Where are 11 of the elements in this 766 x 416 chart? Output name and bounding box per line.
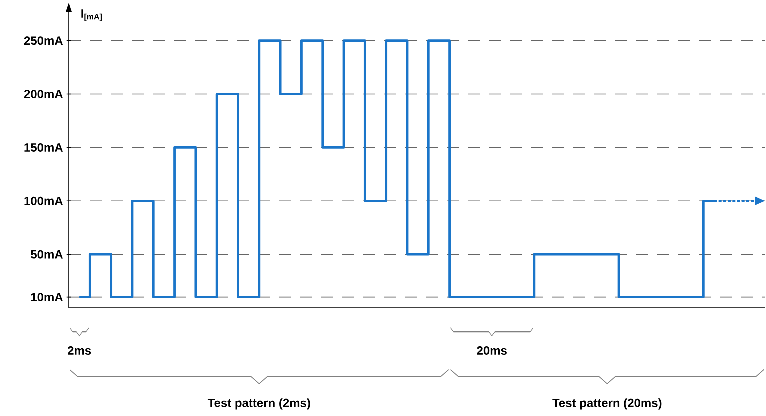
- y-tick-label: 150mA: [24, 143, 64, 152]
- y-tick-label: 250mA: [24, 36, 64, 46]
- y-axis-title: I$_{[mA]}$: [82, 10, 102, 22]
- y-tick-label: 50mA: [31, 250, 64, 259]
- text: Test pattern (20ms): [552, 398, 662, 410]
- text: 2ms: [68, 346, 92, 355]
- text: 20ms: [477, 346, 507, 355]
- text: Test pattern (2ms): [208, 398, 310, 410]
- y-tick-label: 200mA: [24, 90, 64, 99]
- y-tick-label: 100mA: [24, 196, 64, 206]
- y-tick-label: 10mA: [31, 293, 64, 302]
